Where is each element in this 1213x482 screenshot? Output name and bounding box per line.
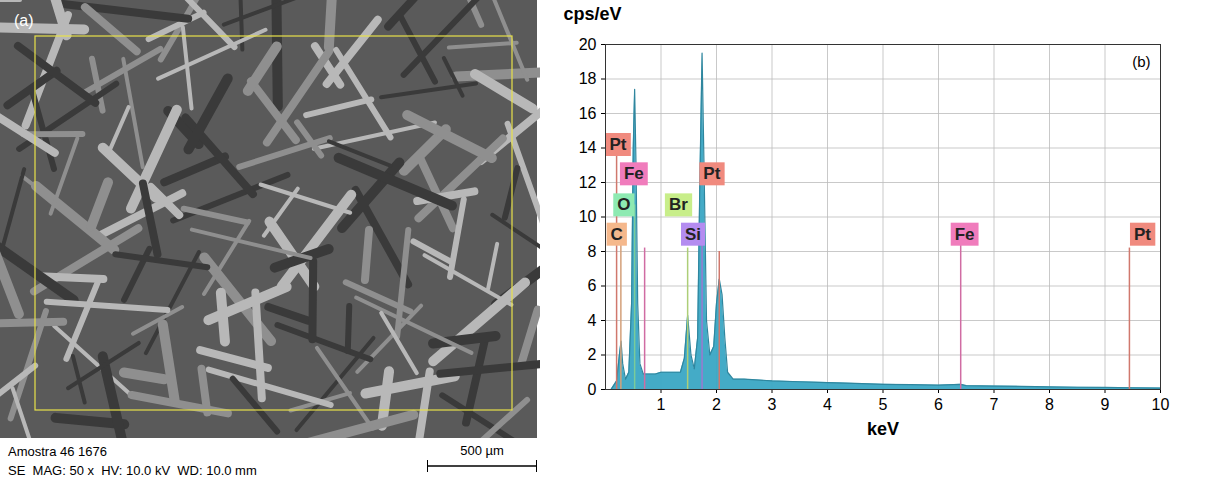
svg-text:0: 0 <box>588 381 597 398</box>
svg-text:10: 10 <box>579 208 597 225</box>
svg-text:2: 2 <box>588 346 597 363</box>
svg-text:6: 6 <box>588 277 597 294</box>
svg-text:O: O <box>617 195 630 214</box>
svg-text:Pt: Pt <box>703 164 720 183</box>
svg-text:C: C <box>611 225 623 244</box>
svg-text:18: 18 <box>579 70 597 87</box>
svg-text:Br: Br <box>669 195 688 214</box>
svg-text:4: 4 <box>823 396 832 413</box>
svg-text:9: 9 <box>1101 396 1110 413</box>
svg-text:1: 1 <box>657 396 666 413</box>
svg-text:Si: Si <box>685 225 701 244</box>
svg-text:20: 20 <box>579 36 597 53</box>
svg-text:6: 6 <box>934 396 943 413</box>
svg-text:Amostra 46 1676: Amostra 46 1676 <box>8 444 107 459</box>
svg-text:SE MAG: 50 x HV: 10.0 kV WD: SE MAG: 50 x HV: 10.0 kV WD: 10.0 mm <box>8 463 257 478</box>
svg-text:cps/eV: cps/eV <box>564 4 622 24</box>
svg-text:7: 7 <box>990 396 999 413</box>
svg-text:3: 3 <box>768 396 777 413</box>
svg-text:14: 14 <box>579 139 597 156</box>
svg-text:8: 8 <box>588 243 597 260</box>
svg-text:Pt: Pt <box>1134 225 1151 244</box>
svg-text:4: 4 <box>588 312 597 329</box>
svg-text:(b): (b) <box>1132 53 1150 70</box>
svg-text:Fe: Fe <box>955 225 975 244</box>
svg-text:500 µm: 500 µm <box>460 443 504 458</box>
svg-text:Pt: Pt <box>610 135 627 154</box>
svg-text:5: 5 <box>879 396 888 413</box>
svg-text:Fe: Fe <box>624 164 644 183</box>
svg-text:12: 12 <box>579 174 597 191</box>
svg-text:2: 2 <box>712 396 721 413</box>
svg-text:16: 16 <box>579 105 597 122</box>
svg-text:keV: keV <box>867 419 899 439</box>
svg-text:10: 10 <box>1152 396 1170 413</box>
svg-text:8: 8 <box>1045 396 1054 413</box>
svg-text:(a): (a) <box>14 12 34 29</box>
